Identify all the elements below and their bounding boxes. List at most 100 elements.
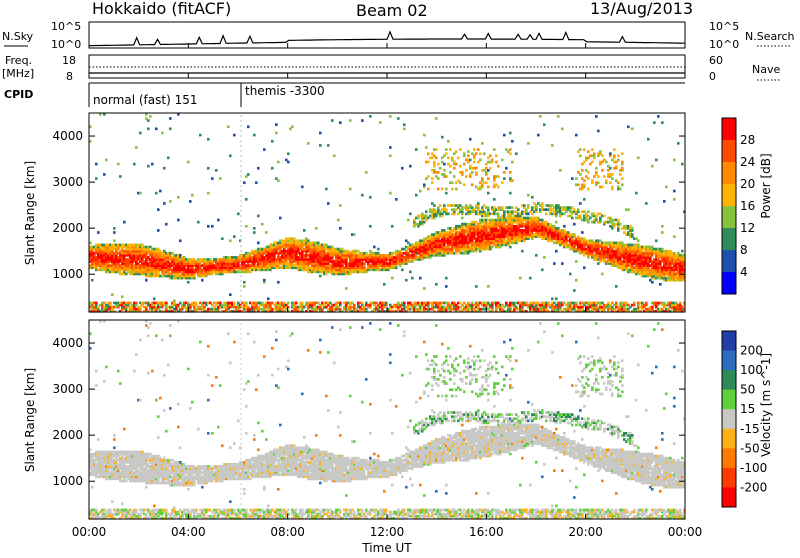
power-cell — [597, 175, 600, 178]
noise-panel: N.Sky 10^5 10^0 10^5 10^0 N.Search — [2, 20, 795, 51]
power-cell — [207, 192, 210, 195]
power-cell — [523, 204, 526, 207]
power-cell — [573, 289, 576, 292]
power-cell — [389, 115, 392, 118]
power-cell — [227, 125, 230, 128]
power-cell — [95, 302, 98, 305]
power-cell — [509, 246, 512, 249]
power-cell — [229, 239, 232, 242]
power-cell — [435, 117, 438, 120]
power-cell — [615, 302, 618, 305]
power-cell — [453, 175, 456, 178]
noise-right-label: N.Search — [745, 30, 795, 43]
power-cell — [557, 115, 560, 118]
power-cell — [583, 266, 586, 269]
power-cell — [233, 235, 236, 238]
power-cell — [427, 188, 430, 191]
power-cell — [599, 150, 602, 153]
power-cell — [243, 281, 246, 284]
power-cell — [455, 150, 458, 153]
power-cell — [601, 169, 604, 172]
power-cell — [503, 134, 506, 137]
noise-left-tick-bottom: 10^0 — [51, 38, 81, 51]
power-cell — [441, 188, 444, 191]
power-cell — [233, 134, 236, 137]
power-cell — [169, 200, 172, 203]
power-cell — [579, 215, 582, 218]
power-cell — [509, 171, 512, 174]
power-cell — [165, 223, 168, 226]
power-cell — [609, 167, 612, 170]
power-cell — [587, 177, 590, 180]
power-cell — [383, 283, 386, 286]
power-cell — [575, 177, 578, 180]
freq-label-top: Freq. — [5, 54, 32, 67]
power-cell — [587, 150, 590, 153]
power-cell — [433, 204, 436, 207]
power-cell — [369, 225, 372, 228]
power-cell — [495, 161, 498, 164]
power-cell — [411, 277, 414, 280]
power-cell — [189, 200, 192, 203]
power-cell — [503, 177, 506, 180]
power-cell — [91, 279, 94, 282]
power-cell — [637, 157, 640, 160]
power-cell — [161, 132, 164, 135]
power-cell — [253, 134, 256, 137]
power-cell — [277, 179, 280, 182]
power-cell — [257, 167, 260, 170]
power-cell — [135, 302, 138, 305]
power-cell — [135, 146, 138, 149]
power-cell — [307, 142, 310, 145]
power-cell — [445, 192, 448, 195]
power-cell — [113, 231, 116, 234]
power-cell — [529, 277, 532, 280]
power-cell — [295, 302, 298, 305]
power-cell — [263, 148, 266, 151]
power-cell — [619, 223, 622, 226]
power-cell — [475, 152, 478, 155]
power-cell — [481, 142, 484, 145]
power-cell — [603, 175, 606, 178]
power-cell — [437, 188, 440, 191]
power-cell — [521, 250, 524, 253]
nave-tick-bottom: 0 — [709, 70, 716, 83]
cpid-segment-1: normal (fast) 151 — [93, 93, 197, 107]
power-cell — [587, 171, 590, 174]
power-cell — [459, 181, 462, 184]
power-cell — [463, 163, 466, 166]
freq-tick-top: 18 — [62, 54, 76, 67]
power-cell — [517, 208, 520, 211]
power-cell — [487, 285, 490, 288]
power-cell — [253, 227, 256, 230]
power-cell — [427, 161, 430, 164]
power-cell — [467, 150, 470, 153]
power-cell — [495, 154, 498, 157]
power-cell — [527, 204, 530, 207]
power-cell — [291, 125, 294, 128]
power-cell — [595, 171, 598, 174]
power-cell — [447, 140, 450, 143]
power-cell — [339, 204, 342, 207]
noise-left-label: N.Sky — [2, 30, 34, 43]
power-cell — [597, 181, 600, 184]
power-cell — [509, 152, 512, 155]
power-cell — [621, 177, 624, 180]
power-cell — [611, 177, 614, 180]
power-cell — [527, 142, 530, 145]
date-title: 13/Aug/2013 — [590, 0, 693, 18]
power-cell — [541, 202, 544, 205]
power-cell — [145, 279, 148, 282]
power-cell — [473, 148, 476, 151]
power-cell — [573, 223, 576, 226]
power-cell — [397, 117, 400, 120]
cpid-panel: CPID normal (fast) 151 themis -3300 — [4, 83, 685, 107]
power-cell — [443, 169, 446, 172]
power-cell — [449, 171, 452, 174]
power-cell — [319, 132, 322, 135]
power-cell — [277, 281, 280, 284]
power-cell — [591, 148, 594, 151]
power-cell — [337, 219, 340, 222]
power-cell — [451, 157, 454, 160]
